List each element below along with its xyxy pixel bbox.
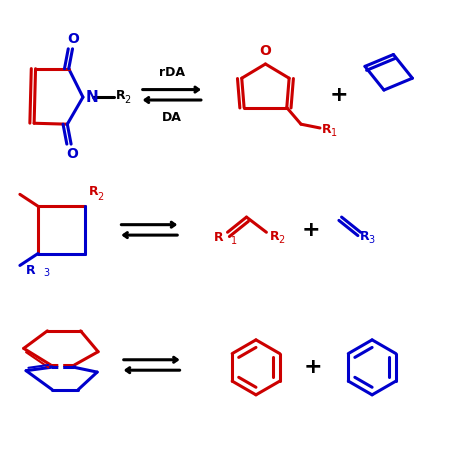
Text: R: R bbox=[322, 123, 332, 136]
Text: +: + bbox=[301, 220, 320, 240]
Text: 3: 3 bbox=[369, 235, 375, 246]
Text: O: O bbox=[259, 44, 272, 58]
Text: N: N bbox=[86, 90, 99, 105]
Text: R: R bbox=[270, 230, 280, 244]
Text: R: R bbox=[116, 89, 125, 102]
Text: O: O bbox=[67, 31, 80, 46]
Text: R: R bbox=[26, 264, 36, 277]
Text: R: R bbox=[89, 185, 98, 198]
Text: 2: 2 bbox=[279, 235, 285, 246]
Text: R: R bbox=[214, 231, 224, 245]
Text: rDA: rDA bbox=[159, 66, 184, 79]
Text: +: + bbox=[329, 85, 348, 105]
Text: 2: 2 bbox=[124, 94, 130, 105]
Text: 1: 1 bbox=[331, 128, 337, 138]
Text: R: R bbox=[360, 230, 370, 244]
Text: +: + bbox=[303, 357, 322, 377]
Text: 3: 3 bbox=[44, 268, 50, 278]
Text: DA: DA bbox=[162, 111, 182, 124]
Text: 1: 1 bbox=[231, 236, 237, 246]
Text: O: O bbox=[66, 147, 78, 162]
Text: 2: 2 bbox=[98, 192, 104, 202]
